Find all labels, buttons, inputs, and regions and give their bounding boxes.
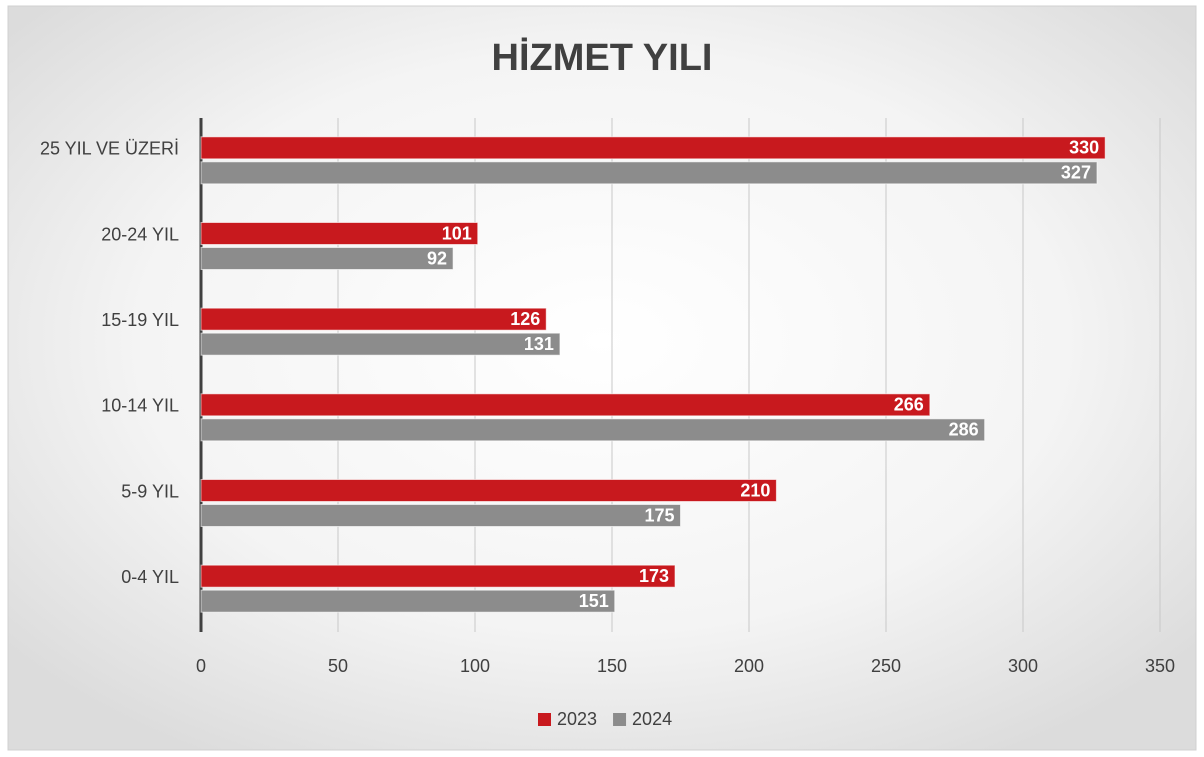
bar [200,136,1106,160]
y-tick-label: 20-24 YIL [101,224,179,244]
bar [200,589,616,613]
y-tick-label: 0-4 YIL [121,567,179,587]
x-tick-label: 250 [871,656,901,676]
x-tick-label: 150 [597,656,627,676]
bar [200,504,681,527]
chart-background [7,5,1197,751]
x-tick-label: 300 [1008,656,1038,676]
x-tick-label: 50 [328,656,348,676]
legend-swatch [613,713,627,726]
x-tick-label: 200 [734,656,764,676]
value-label: 286 [949,420,979,440]
y-tick-label: 15-19 YIL [101,310,179,330]
bar [200,332,561,356]
y-tick-label: 25 YIL VE ÜZERİ [40,139,179,159]
x-tick-label: 350 [1145,656,1175,676]
chart-title: HİZMET YILI [492,37,713,79]
y-tick-label: 5-9 YIL [121,481,179,501]
legend-label: 2023 [557,709,597,729]
bar [200,161,1098,185]
bar [200,222,479,245]
value-label: 173 [639,566,669,586]
bar [200,307,547,331]
value-label: 101 [442,223,472,243]
x-tick-label: 0 [196,656,206,676]
bar [200,564,676,588]
value-label: 327 [1061,163,1091,183]
bar [200,418,986,442]
value-label: 210 [740,480,770,500]
bar [200,479,777,502]
value-label: 151 [579,591,609,611]
bar [200,393,931,417]
value-label: 92 [427,248,447,268]
value-label: 131 [524,334,554,354]
legend-swatch [538,713,551,726]
bar [200,247,454,270]
value-label: 266 [894,395,924,415]
x-tick-label: 100 [460,656,490,676]
value-label: 330 [1069,138,1099,158]
value-label: 126 [510,309,540,329]
y-tick-label: 10-14 YIL [101,396,179,416]
legend-label: 2024 [632,709,672,729]
value-label: 175 [644,505,674,525]
